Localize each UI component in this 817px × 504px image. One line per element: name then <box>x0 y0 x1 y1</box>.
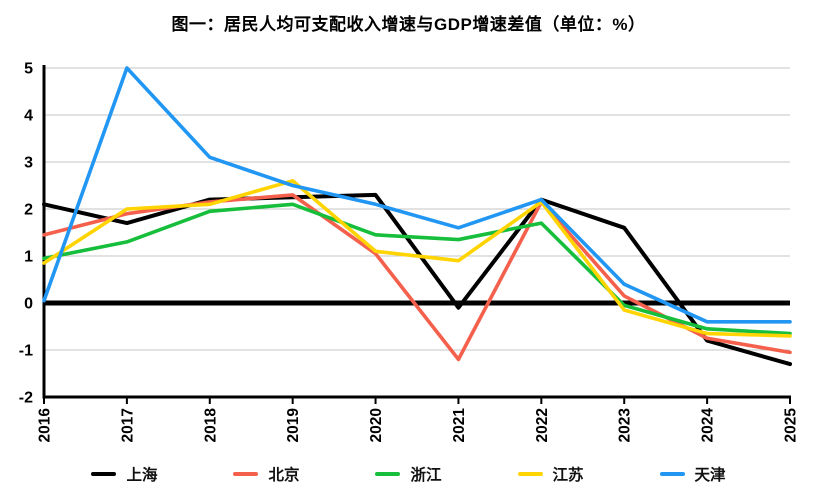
legend-item-3: 江苏 <box>517 463 584 485</box>
line-chart-plot: 2016 2017 2018 2019 2020 2021 2022 2023 2024 2025… <box>19 61 800 443</box>
x-axis-label: 2021 <box>451 408 468 443</box>
x-axis-label: 2024 <box>700 408 717 443</box>
legend-item-0: 上海 <box>91 463 157 485</box>
chart-legend: 上海 北京 浙江 江苏 天津 <box>0 458 817 490</box>
legend-item-4: 天津 <box>659 463 726 485</box>
legend-item-2: 浙江 <box>375 463 442 485</box>
series-line-3 <box>42 179 792 338</box>
x-axis-label: 2018 <box>202 408 219 443</box>
x-axis-label: 2023 <box>617 408 634 443</box>
y-axis-label: 0 <box>24 296 33 313</box>
legend-swatch-icon <box>375 471 401 477</box>
legend-swatch-icon <box>517 471 543 477</box>
series-line-0 <box>42 192 792 367</box>
series-line-4 <box>42 66 792 324</box>
legend-swatch-icon <box>233 471 259 477</box>
series-line-2 <box>42 202 792 336</box>
legend-label: 江苏 <box>552 467 584 484</box>
y-axis-label: -2 <box>19 390 33 407</box>
legend-label: 天津 <box>694 467 726 484</box>
legend-swatch-icon <box>659 471 685 477</box>
legend-item-1: 北京 <box>233 463 299 485</box>
x-axis-label: 2016 <box>37 408 54 443</box>
y-axis-label: 2 <box>24 202 33 219</box>
y-axis-label: -1 <box>19 343 33 360</box>
chart-title: 图一：居民人均可支配收入增速与GDP增速差值（单位：%） <box>171 15 646 34</box>
x-axis-label: 2022 <box>534 408 551 442</box>
x-axis-label: 2019 <box>285 408 302 443</box>
x-axis-label: 2025 <box>783 408 800 443</box>
series-line-1 <box>42 193 792 362</box>
y-axis-label: 1 <box>24 249 33 266</box>
x-axis-label: 2020 <box>368 408 385 442</box>
y-axis-label: 3 <box>24 155 33 172</box>
legend-label: 浙江 <box>410 467 442 484</box>
x-axis-label: 2017 <box>119 408 136 442</box>
y-axis-label: 4 <box>24 108 33 125</box>
y-axis-label: 5 <box>24 61 33 78</box>
legend-label: 北京 <box>268 467 300 484</box>
legend-label: 上海 <box>126 467 158 484</box>
legend-swatch-icon <box>91 471 117 477</box>
